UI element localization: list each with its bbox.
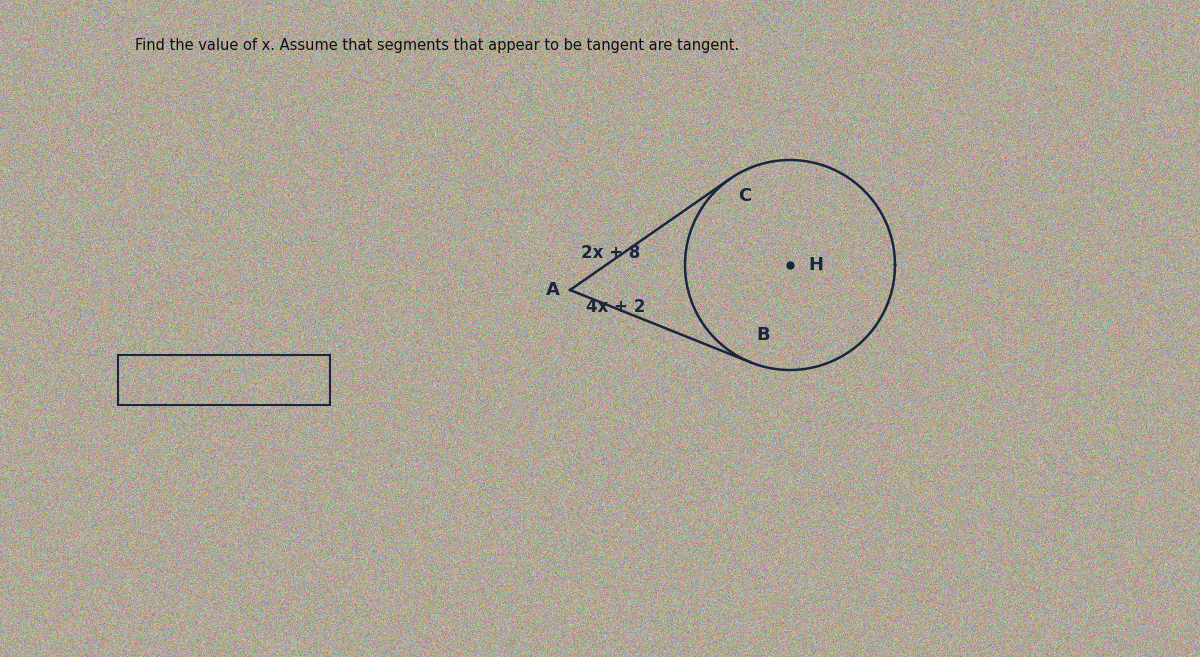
Text: B: B bbox=[756, 327, 769, 344]
Text: 4x + 2: 4x + 2 bbox=[586, 298, 646, 316]
Text: C: C bbox=[738, 187, 751, 205]
Text: Find the value of x. Assume that segments that appear to be tangent are tangent.: Find the value of x. Assume that segment… bbox=[134, 38, 739, 53]
Text: 2x + 8: 2x + 8 bbox=[581, 244, 640, 262]
Bar bbox=[118, 355, 330, 405]
Text: H: H bbox=[808, 256, 823, 274]
Text: A: A bbox=[546, 281, 560, 299]
